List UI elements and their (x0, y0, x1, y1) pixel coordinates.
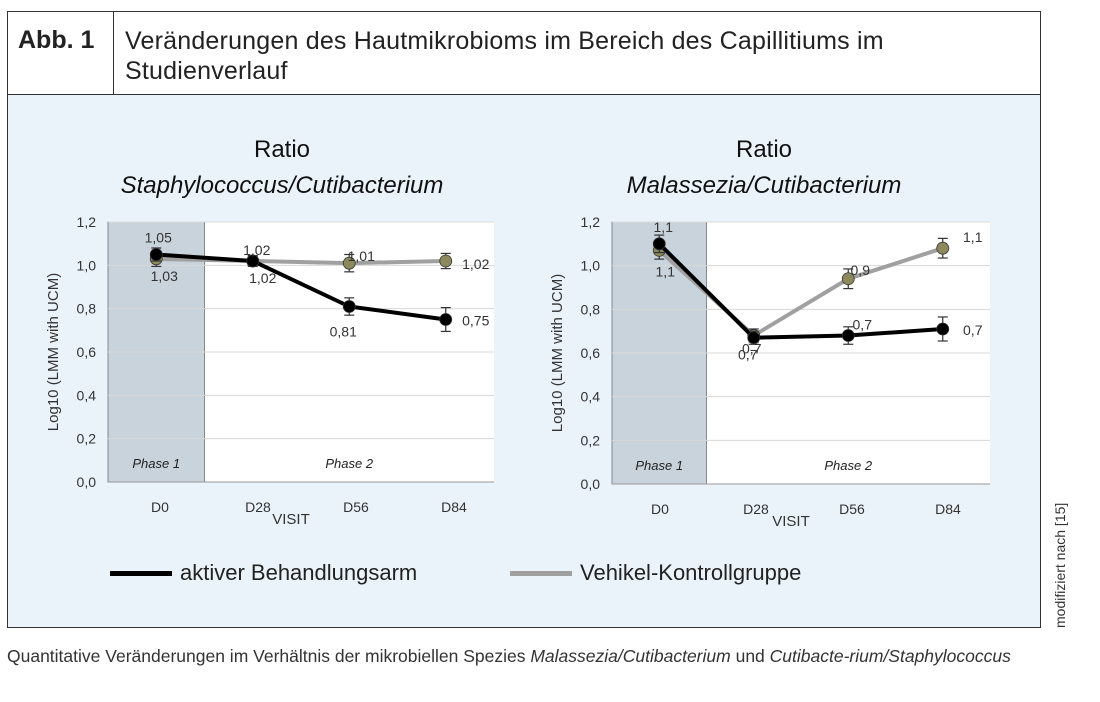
legend-swatch-vehicle (510, 570, 572, 576)
source-note: modifiziert nach [15] (1052, 502, 1068, 628)
legend-item-vehicle: Vehikel-Kontrollgruppe (510, 560, 801, 586)
caption-italic-2: Cutibacte-rium/Staphylococcus (769, 646, 1011, 666)
legend-swatch-active (110, 570, 172, 576)
legend-item-active: aktiver Behandlungsarm (110, 560, 417, 586)
caption-text-1: Quantitative Veränderungen im Verhältnis… (7, 646, 531, 666)
caption-italic-1: Malassezia/Cutibacterium (530, 646, 731, 666)
figure-title: Veränderungen des Hautmikrobioms im Bere… (125, 27, 884, 85)
legend-label-active: aktiver Behandlungsarm (180, 560, 418, 585)
figure-box: Abb. 1 Veränderungen des Hautmikrobioms … (7, 11, 1041, 628)
figure-header: Abb. 1 Veränderungen des Hautmikrobioms … (8, 12, 1040, 95)
figure-caption: Quantitative Veränderungen im Verhältnis… (7, 644, 1047, 669)
legend: aktiver Behandlungsarm Vehikel-Kontrollg… (110, 560, 930, 590)
caption-text-2: und (730, 646, 770, 666)
figure-label: Abb. 1 (8, 12, 114, 94)
legend-label-vehicle: Vehikel-Kontrollgruppe (580, 560, 802, 585)
